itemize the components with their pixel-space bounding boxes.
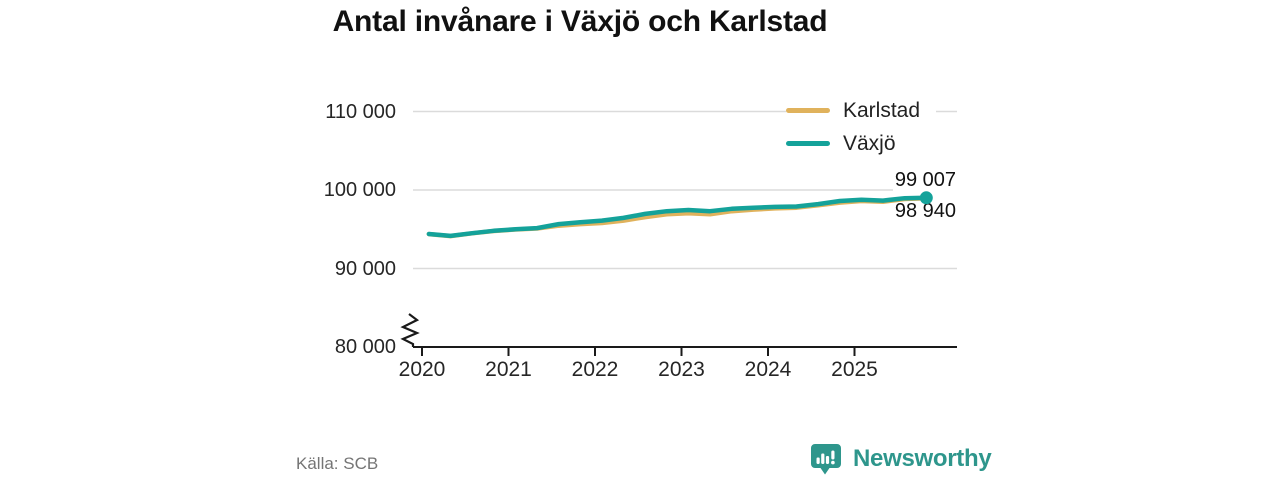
bar-chart-bar-3 — [825, 456, 830, 464]
exclamation-stem — [831, 450, 835, 460]
y-tick-label: 100 000 — [323, 179, 396, 201]
karlstad-line-swatch — [786, 108, 830, 113]
x-tick-label: 2020 — [398, 358, 446, 381]
vaxjo-line-swatch — [786, 141, 830, 146]
source-note: Källa: SCB — [296, 454, 379, 473]
x-tick-label: 2022 — [571, 358, 619, 381]
bar-chart-bar-1 — [816, 457, 820, 464]
x-tick-label: 2025 — [831, 358, 878, 381]
series-line-vaxjo — [426, 195, 929, 239]
legend-item-vaxjo: Växjö — [786, 129, 936, 158]
bar-chart-bar-2 — [821, 453, 825, 464]
vaxjo-end-value-label: 99 007 — [892, 169, 958, 191]
exclamation-dot — [831, 460, 835, 465]
legend: Karlstad Växjö — [786, 93, 936, 161]
x-tick-label: 2021 — [485, 358, 532, 381]
x-tick-label: 2024 — [744, 358, 792, 381]
axis-break-icon — [400, 313, 420, 347]
y-tick-label: 90 000 — [334, 257, 396, 280]
legend-label-karlstad: Karlstad — [843, 99, 921, 122]
y-tick-label: 80 000 — [334, 336, 396, 358]
karlstad-end-value-label: 98 940 — [892, 200, 958, 222]
x-tick-label: 2023 — [658, 358, 705, 381]
series-line-karlstad — [426, 196, 929, 239]
newsworthy-wordmark: Newsworthy — [853, 445, 992, 472]
newsworthy-logo-icon — [811, 444, 841, 475]
legend-item-karlstad: Karlstad — [786, 96, 936, 125]
legend-label-vaxjo: Växjö — [843, 132, 896, 155]
newsworthy-branding: Newsworthy — [808, 441, 992, 477]
y-tick-label: 110 000 — [325, 100, 396, 123]
chart-title: Antal invånare i Växjö och Karlstad — [332, 5, 828, 38]
